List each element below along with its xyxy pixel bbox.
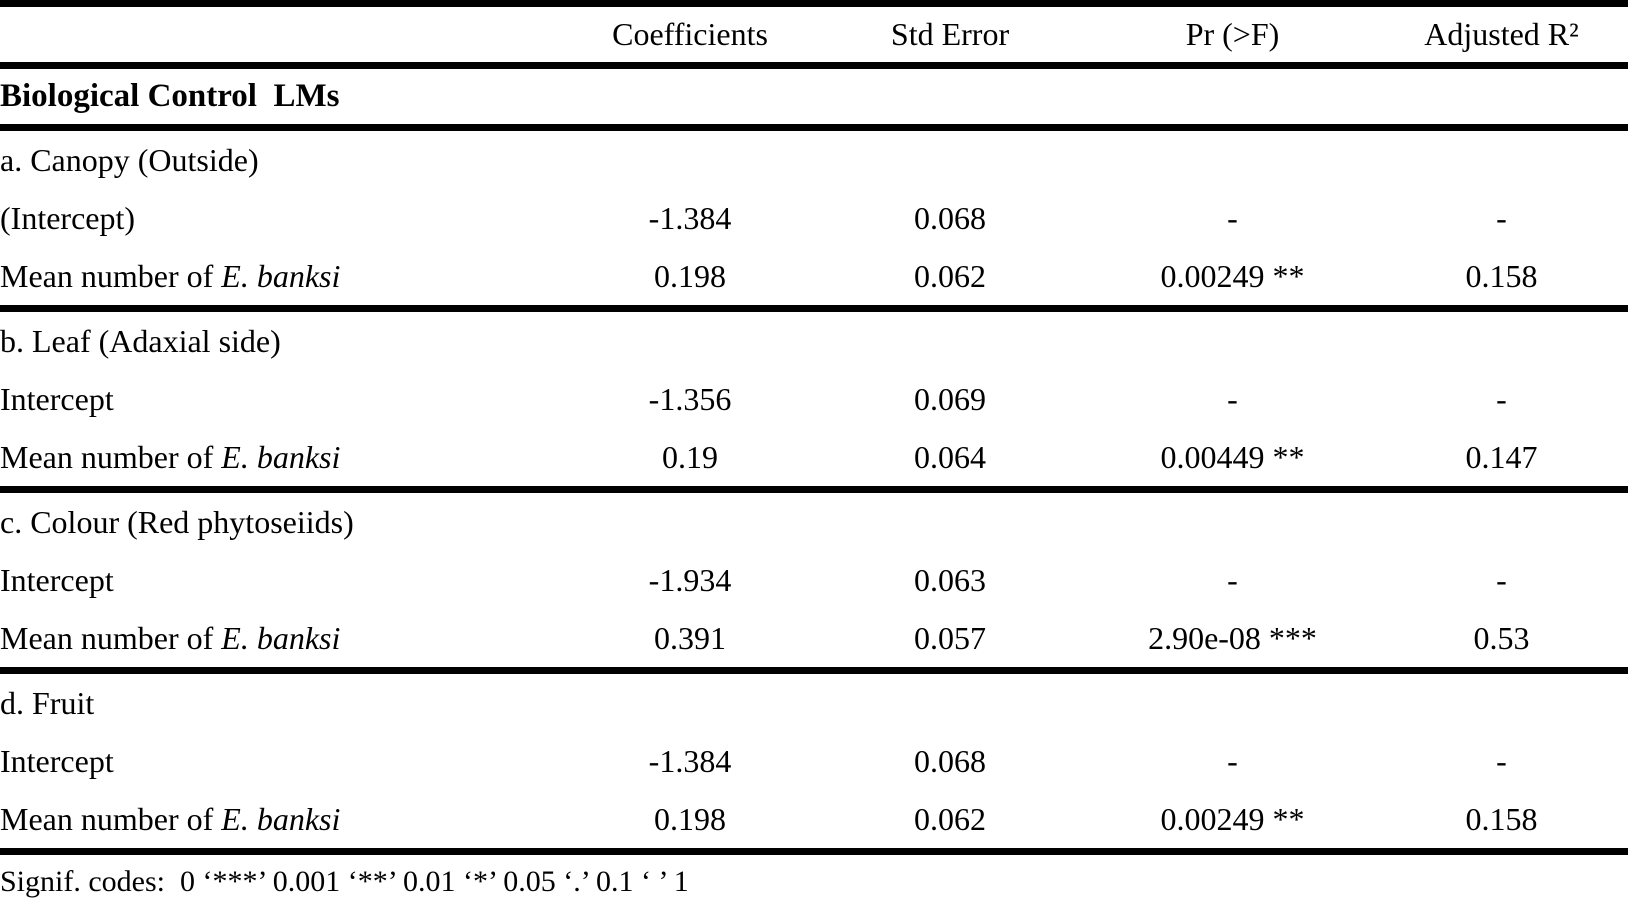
cell-coefficients: -1.384 [648, 199, 732, 236]
column-header-coefficients: Coefficients [570, 3, 810, 69]
cell-adjusted-r2: 0.147 [1375, 428, 1628, 493]
cell-adjusted-r2: - [1496, 742, 1507, 779]
cell-pr-f: - [1227, 199, 1238, 236]
column-header-pr-f: Pr (>F) [1090, 3, 1375, 69]
cell-coefficients: 0.198 [570, 790, 810, 855]
section-title-row-b: b. Leaf (Adaxial side) [0, 309, 1628, 371]
cell-std-error: 0.068 [914, 199, 986, 236]
cell-coefficients: -1.384 [648, 742, 732, 779]
column-header-std-error: Std Error [810, 3, 1090, 69]
cell-pr-f: - [1227, 561, 1238, 598]
species-name: E. banksi [221, 800, 341, 837]
section-title-row-a: a. Canopy (Outside) [0, 128, 1628, 190]
table-row: (Intercept) -1.384 0.068 - - [0, 189, 1628, 247]
cell-pr-f: - [1227, 742, 1238, 779]
section-title-row-c: c. Colour (Red phytoseiids) [0, 490, 1628, 552]
species-name: E. banksi [221, 438, 341, 475]
section-title-row-d: d. Fruit [0, 671, 1628, 733]
cell-std-error: 0.063 [914, 561, 986, 598]
cell-adjusted-r2: 0.158 [1375, 247, 1628, 312]
row-label: (Intercept) [0, 189, 570, 247]
row-label: Mean number of E. banksi [0, 609, 570, 674]
cell-coefficients: -1.934 [648, 561, 732, 598]
table-row: Intercept -1.934 0.063 - - [0, 551, 1628, 609]
row-label: Intercept [0, 551, 570, 609]
cell-std-error: 0.064 [810, 428, 1090, 493]
cell-pr-f: 0.00449 ** [1090, 428, 1375, 493]
column-header-empty [0, 3, 570, 69]
table-row: Mean number of E. banksi 0.198 0.062 0.0… [0, 790, 1628, 855]
row-label-text: Mean number of [0, 619, 222, 656]
group-header-row: Biological Control LMs [0, 65, 1628, 131]
header-row: Coefficients Std Error Pr (>F) Adjusted … [0, 3, 1628, 69]
cell-coefficients: 0.19 [570, 428, 810, 493]
cell-coefficients: 0.391 [570, 609, 810, 674]
cell-coefficients: -1.356 [648, 380, 732, 417]
row-label-text: Intercept [0, 561, 114, 598]
table-row: Intercept -1.356 0.069 - - [0, 370, 1628, 428]
cell-pr-f: - [1227, 380, 1238, 417]
species-name: E. banksi [221, 257, 341, 294]
section-title: a. Canopy (Outside) [0, 141, 259, 178]
row-label: Intercept [0, 732, 570, 790]
cell-std-error: 0.057 [810, 609, 1090, 674]
section-title: b. Leaf (Adaxial side) [0, 322, 281, 359]
footer-row: Signif. codes: 0 ‘***’ 0.001 ‘**’ 0.01 ‘… [0, 852, 1628, 910]
row-label-text: (Intercept) [0, 199, 136, 236]
table-row: Mean number of E. banksi 0.19 0.064 0.00… [0, 428, 1628, 493]
cell-adjusted-r2: - [1496, 561, 1507, 598]
section-title: c. Colour (Red phytoseiids) [0, 503, 354, 540]
cell-pr-f: 0.00249 ** [1090, 247, 1375, 312]
group-header: Biological Control LMs [0, 65, 1628, 131]
cell-adjusted-r2: - [1496, 199, 1507, 236]
table-header: Coefficients Std Error Pr (>F) Adjusted … [0, 3, 1628, 69]
cell-std-error: 0.068 [914, 742, 986, 779]
row-label-text: Intercept [0, 380, 114, 417]
column-header-adjusted-r2: Adjusted R² [1375, 3, 1628, 69]
row-label-text: Mean number of [0, 257, 222, 294]
cell-std-error: 0.062 [810, 247, 1090, 312]
row-label-text: Mean number of [0, 438, 222, 475]
cell-coefficients: 0.198 [570, 247, 810, 312]
row-label: Mean number of E. banksi [0, 428, 570, 493]
cell-adjusted-r2: 0.158 [1375, 790, 1628, 855]
table-body: Biological Control LMs a. Canopy (Outsid… [0, 65, 1628, 910]
row-label: Mean number of E. banksi [0, 247, 570, 312]
row-label-text: Intercept [0, 742, 114, 779]
signif-codes-note: Signif. codes: 0 ‘***’ 0.001 ‘**’ 0.01 ‘… [0, 865, 689, 898]
cell-std-error: 0.062 [810, 790, 1090, 855]
row-label: Mean number of E. banksi [0, 790, 570, 855]
cell-adjusted-r2: 0.53 [1375, 609, 1628, 674]
section-title: d. Fruit [0, 684, 95, 721]
cell-std-error: 0.069 [914, 380, 986, 417]
row-label: Intercept [0, 370, 570, 428]
row-label-text: Mean number of [0, 800, 222, 837]
cell-pr-f: 0.00249 ** [1090, 790, 1375, 855]
table-row: Intercept -1.384 0.068 - - [0, 732, 1628, 790]
cell-adjusted-r2: - [1496, 380, 1507, 417]
table-row: Mean number of E. banksi 0.198 0.062 0.0… [0, 247, 1628, 312]
table-row: Mean number of E. banksi 0.391 0.057 2.9… [0, 609, 1628, 674]
species-name: E. banksi [221, 619, 341, 656]
cell-pr-f: 2.90e-08 *** [1090, 609, 1375, 674]
